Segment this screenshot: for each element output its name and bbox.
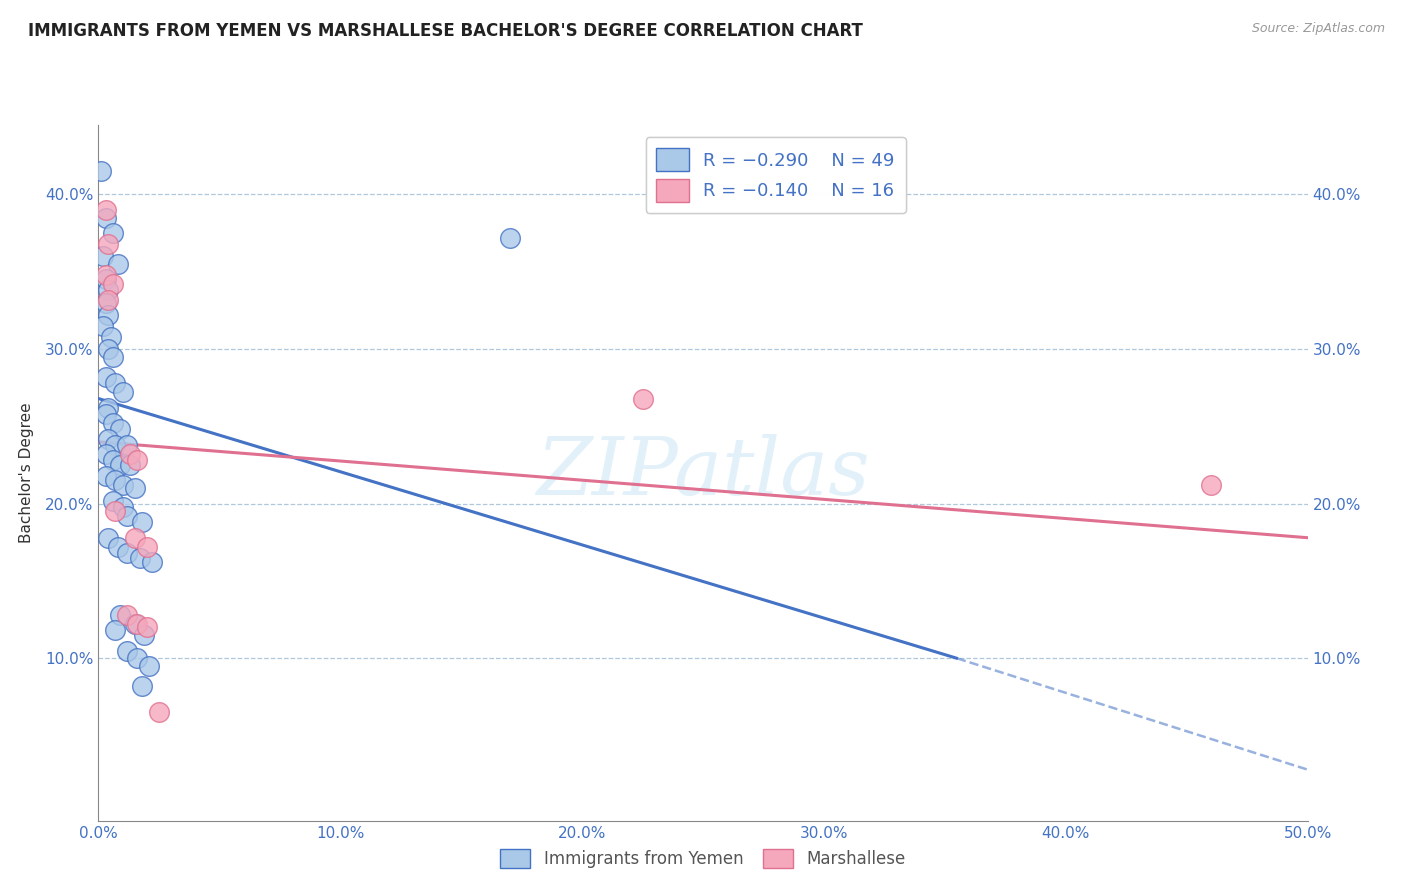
Point <box>97 283 120 297</box>
Point <box>97 342 120 356</box>
Point <box>101 226 124 240</box>
Legend: Immigrants from Yemen, Marshallese: Immigrants from Yemen, Marshallese <box>494 842 912 875</box>
Point <box>97 236 120 251</box>
Point <box>94 447 117 461</box>
Point <box>97 308 120 322</box>
Point <box>94 295 117 310</box>
Point <box>90 164 112 178</box>
Point <box>117 438 139 452</box>
Point <box>111 500 134 514</box>
Point <box>118 458 141 472</box>
Point <box>101 453 124 467</box>
Legend: R = −0.290    N = 49, R = −0.140    N = 16: R = −0.290 N = 49, R = −0.140 N = 16 <box>645 137 905 212</box>
Point <box>107 257 129 271</box>
Point <box>94 211 117 225</box>
Point <box>104 438 127 452</box>
Point <box>127 651 149 665</box>
Point <box>148 706 170 720</box>
Point <box>124 617 146 632</box>
Point <box>104 624 127 638</box>
Point <box>94 272 117 286</box>
Y-axis label: Bachelor's Degree: Bachelor's Degree <box>18 402 34 543</box>
Point <box>138 659 160 673</box>
Point <box>127 617 149 632</box>
Point <box>104 504 127 518</box>
Point <box>101 277 124 292</box>
Point <box>108 607 131 622</box>
Point <box>498 231 520 245</box>
Point <box>117 607 139 622</box>
Point <box>131 515 153 529</box>
Point <box>135 620 157 634</box>
Point <box>108 422 131 436</box>
Text: ZIPatlas: ZIPatlas <box>536 434 870 511</box>
Point <box>97 293 120 307</box>
Point <box>128 550 150 565</box>
Point <box>131 679 153 693</box>
Point <box>91 318 114 333</box>
Point <box>141 556 163 570</box>
Point <box>100 329 122 343</box>
Point <box>117 509 139 524</box>
Point <box>134 628 156 642</box>
Point <box>127 453 149 467</box>
Point <box>94 268 117 282</box>
Point <box>117 546 139 560</box>
Point <box>1199 478 1222 492</box>
Point <box>101 493 124 508</box>
Point <box>124 481 146 495</box>
Point <box>97 432 120 446</box>
Point <box>135 540 157 554</box>
Point <box>104 474 127 488</box>
Point <box>94 370 117 384</box>
Point <box>108 458 131 472</box>
Point <box>97 401 120 415</box>
Point <box>94 407 117 421</box>
Point <box>94 202 117 217</box>
Point <box>111 385 134 400</box>
Text: IMMIGRANTS FROM YEMEN VS MARSHALLESE BACHELOR'S DEGREE CORRELATION CHART: IMMIGRANTS FROM YEMEN VS MARSHALLESE BAC… <box>28 22 863 40</box>
Point <box>118 447 141 461</box>
Point <box>107 540 129 554</box>
Point <box>101 350 124 364</box>
Point <box>117 643 139 657</box>
Point <box>104 376 127 390</box>
Point <box>94 468 117 483</box>
Point <box>97 531 120 545</box>
Point <box>124 531 146 545</box>
Point <box>111 478 134 492</box>
Point <box>91 249 114 263</box>
Text: Source: ZipAtlas.com: Source: ZipAtlas.com <box>1251 22 1385 36</box>
Point <box>101 417 124 431</box>
Point <box>631 392 654 406</box>
